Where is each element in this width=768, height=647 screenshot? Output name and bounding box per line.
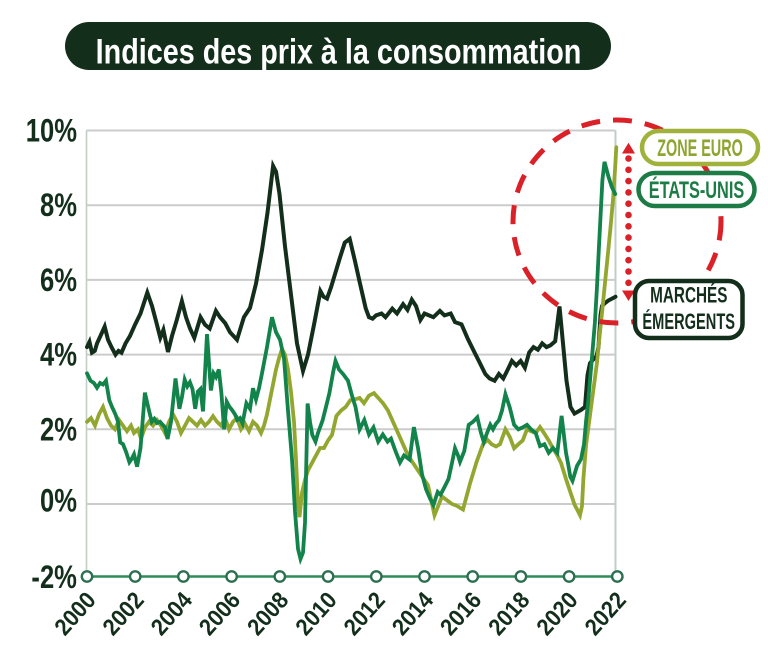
svg-text:Indices des prix à la consomma: Indices des prix à la consommation [96,32,582,72]
svg-text:ÉMERGENTS: ÉMERGENTS [642,309,735,335]
svg-text:MARCHÉS: MARCHÉS [650,283,727,309]
svg-text:4%: 4% [40,338,77,373]
svg-text:2%: 2% [40,413,77,448]
svg-text:-2%: -2% [31,560,77,595]
svg-text:6%: 6% [40,263,77,298]
svg-text:10%: 10% [26,114,77,149]
svg-text:ÉTATS-UNIS: ÉTATS-UNIS [649,177,744,204]
svg-text:ZONE EURO: ZONE EURO [657,135,743,162]
svg-text:8%: 8% [40,189,77,224]
svg-text:0%: 0% [40,484,77,519]
